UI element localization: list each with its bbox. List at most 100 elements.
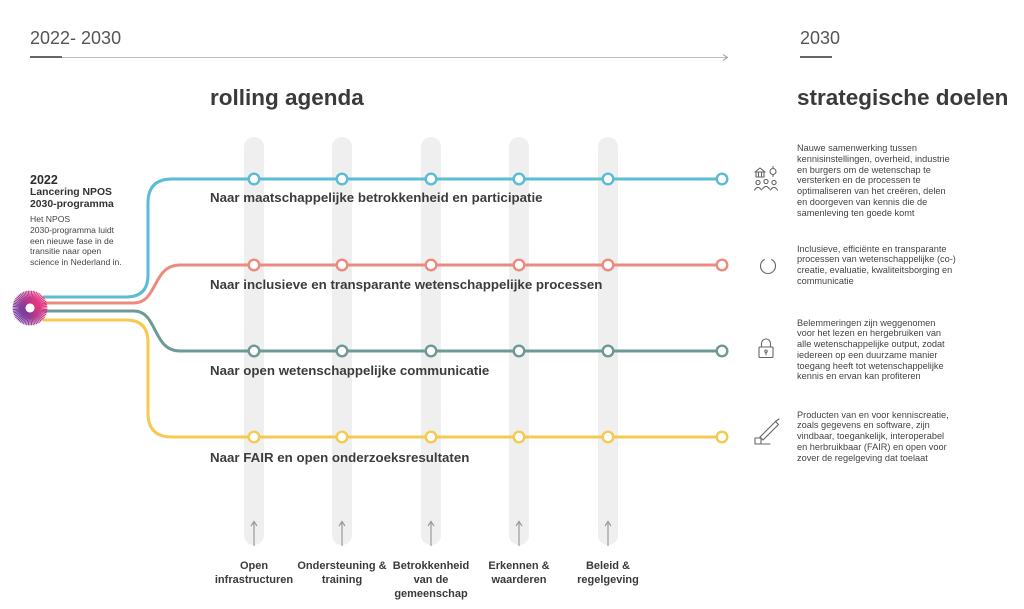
milestone-node	[247, 344, 261, 358]
sunburst-ray	[18, 294, 28, 305]
track-label-participation: Naar maatschappelijke betrokkenheid en p…	[210, 190, 543, 205]
sunburst-ray	[21, 292, 29, 305]
pillar-label-line: regelgeving	[577, 574, 639, 586]
sunburst-ray	[34, 308, 47, 314]
milestone-node	[512, 258, 526, 272]
sunburst-ray	[17, 295, 28, 306]
goal-line: optimaliseren van het creëren, delen	[797, 186, 946, 196]
goal-icons	[753, 165, 780, 445]
pillar-column	[244, 137, 264, 545]
launch-title-line: Lancering NPOS	[30, 187, 112, 198]
pillar-label-line: gemeenschap	[394, 588, 468, 600]
sunburst-ray	[34, 300, 47, 307]
launch-year: 2022	[30, 173, 58, 187]
goal-line: zoals gegevens en software, zijn	[797, 420, 930, 431]
pillar-label-line: Open	[239, 560, 269, 572]
sunburst-ray	[32, 293, 40, 305]
pillar-column	[598, 137, 618, 545]
pillar-label-line: Betrokkenheid	[392, 560, 470, 572]
sunburst-ray	[22, 312, 29, 325]
goal-node	[715, 430, 729, 444]
sunburst-ray	[30, 290, 34, 304]
up-arrow-head	[604, 520, 612, 527]
goal-line: kennisinstellingen, overheid, industrie	[797, 153, 950, 164]
goal-line: Belemmeringen zijn weggenomen	[797, 317, 936, 328]
pillar-column	[332, 137, 352, 545]
sunburst-ray	[16, 296, 27, 306]
sunburst-ray	[24, 291, 30, 304]
goal-line: samenleving ten goede komt	[797, 207, 915, 218]
goal-line: iedereen op een duurzame manier	[797, 349, 938, 360]
goal-node	[715, 344, 729, 358]
pillar-label-line: van de	[413, 574, 449, 586]
sunburst-ray	[32, 295, 43, 306]
pillar-label-line: Beleid &	[585, 560, 630, 572]
launch-description-line: een nieuwe fase in de	[30, 235, 114, 246]
goal-line: en herbruikbaar (FAIR) en open voor	[797, 441, 947, 452]
launch-description-line: transitie naar open	[30, 246, 102, 257]
goal-description-fair-results: Producten van en voor kenniscreatie, zoa…	[797, 410, 949, 464]
goal-line: communicatie	[797, 275, 854, 286]
launch-description-line: science in Nederland in.	[30, 257, 122, 268]
pillar-label-line: training	[321, 574, 363, 586]
sunburst-ray	[15, 310, 27, 318]
sunburst-ray	[32, 311, 40, 323]
sunburst-ray	[32, 310, 43, 321]
pillar-label-community: Betrokkenheid van de gemeenschap	[371, 559, 491, 601]
sunburst-ray	[34, 302, 47, 308]
sunburst-ray	[32, 294, 42, 305]
milestone-node	[335, 172, 349, 186]
sunburst-ray	[12, 304, 26, 308]
timeline-period-label: 2022- 2030	[30, 28, 122, 48]
milestone-node	[601, 344, 615, 358]
sunburst-ray	[17, 310, 28, 321]
sunburst-ray	[33, 310, 45, 318]
goal-line: en doorgeven van kennis die de	[797, 196, 928, 207]
up-arrow-head	[427, 520, 435, 527]
rolling-agenda-title: rolling agenda	[210, 85, 364, 110]
sunburst-ray	[22, 291, 29, 304]
timeline-axis-group	[30, 54, 832, 61]
milestone-node	[424, 172, 438, 186]
sunburst-ray	[12, 305, 26, 309]
launch-description-line: 2030-programma luidt	[30, 224, 115, 235]
goal-line: Producten van en voor kenniscreatie,	[797, 409, 949, 420]
sunburst-ray	[31, 292, 39, 305]
pen-tool-icon	[754, 418, 780, 445]
cycle-icon	[760, 258, 776, 275]
sunburst-ray	[13, 302, 26, 308]
up-arrow-head	[515, 520, 523, 527]
sunburst-ray	[29, 312, 33, 326]
goal-line: kennis en ervan kan profiteren	[797, 371, 921, 382]
pillar-label-line: Ondersteuning &	[297, 560, 387, 572]
milestone-node	[335, 430, 349, 444]
goal-line: Nauwe samenwerking tussen	[797, 143, 918, 153]
milestone-node	[601, 258, 615, 272]
milestone-node	[424, 258, 438, 272]
pillar-label-line: waarderen	[491, 574, 547, 586]
lock-icon	[758, 338, 774, 359]
people-group-icon	[753, 165, 779, 191]
track-line	[42, 263, 724, 305]
sunburst-ray	[31, 311, 39, 324]
sunburst-ray	[33, 298, 45, 306]
goal-line: Inclusieve, efficiënte en transparante	[797, 243, 947, 254]
up-arrow-head	[250, 520, 258, 527]
track-label-communication: Naar open wetenschappelijke communicatie	[210, 363, 490, 378]
launch-description-line: Het NPOS	[30, 214, 71, 224]
milestone-node	[601, 430, 615, 444]
goal-description-communication: Belemmeringen zijn weggenomen voor het l…	[797, 318, 945, 383]
up-arrow-head	[338, 520, 346, 527]
goal-line: processen van wetenschappelijke (co-)	[797, 254, 956, 265]
goal-line: vindbaar, toegankelijk, interoperabel	[797, 431, 945, 441]
sunburst-ray	[34, 305, 48, 309]
sunburst-ray	[26, 290, 30, 304]
sunburst-ray	[34, 309, 47, 316]
sunburst-ray	[27, 290, 31, 304]
goal-line: alle wetenschappelijke output, zodat	[797, 339, 945, 349]
sunburst-ray	[31, 291, 38, 304]
milestone-node	[512, 172, 526, 186]
sunburst-ray	[27, 312, 31, 326]
goal-line: creatie, evaluatie, kwaliteitsborging en	[797, 265, 953, 275]
